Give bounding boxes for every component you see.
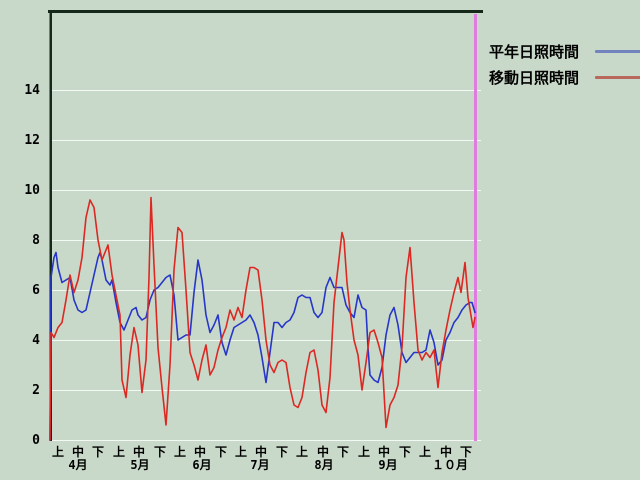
x-axis-period-label: 上	[295, 445, 308, 459]
x-axis-month-label: 8月	[314, 458, 334, 472]
x-axis-period-label: 上	[173, 445, 186, 459]
y-axis-label: 0	[32, 433, 40, 448]
y-axis-label: 2	[32, 383, 40, 398]
x-axis-period-label: 上	[234, 445, 247, 459]
x-axis-month-label: １０月	[431, 458, 468, 472]
legend-label-normal: 平年日照時間	[489, 42, 580, 61]
y-axis-label: 10	[24, 183, 40, 198]
y-axis-label: 4	[32, 333, 40, 348]
series-line-normal	[49, 251, 476, 441]
y-axis-label: 14	[24, 83, 40, 98]
legend-label-moving: 移動日照時間	[489, 68, 580, 87]
x-axis-month-label: 9月	[378, 458, 398, 472]
legend-item-moving: 移動日照時間	[489, 64, 640, 90]
x-axis-period-label: 中	[439, 445, 452, 459]
y-axis-label: 12	[24, 133, 40, 148]
x-axis-period-label: 下	[336, 445, 349, 459]
x-axis-period-label: 下	[214, 445, 227, 459]
x-axis-period-label: 上	[357, 445, 370, 459]
legend-line-red-icon	[595, 75, 640, 79]
x-axis-period-label: 中	[132, 445, 145, 459]
x-axis-period-label: 中	[193, 445, 206, 459]
x-axis-period-label: 中	[71, 445, 84, 459]
y-axis-label: 6	[32, 283, 40, 298]
x-axis-period-label: 下	[153, 445, 166, 459]
x-axis-month-label: 4月	[68, 458, 88, 472]
y-axis-label: 8	[32, 233, 40, 248]
x-axis-period-label: 下	[459, 445, 472, 459]
legend-item-normal: 平年日照時間	[489, 38, 640, 64]
legend-line-blue-icon	[595, 49, 640, 53]
x-axis-month-label: 5月	[130, 458, 150, 472]
x-axis-period-label: 上	[112, 445, 125, 459]
x-axis-month-label: 7月	[250, 458, 270, 472]
x-axis-period-label: 中	[377, 445, 390, 459]
x-axis-period-label: 上	[51, 445, 64, 459]
series-line-moving	[49, 196, 476, 441]
x-axis-period-label: 中	[316, 445, 329, 459]
x-axis-period-label: 上	[418, 445, 431, 459]
x-axis-period-label: 下	[91, 445, 104, 459]
x-axis-period-label: 中	[254, 445, 267, 459]
x-axis-month-label: 6月	[192, 458, 212, 472]
x-axis-period-label: 下	[398, 445, 411, 459]
legend: 平年日照時間 移動日照時間	[489, 38, 640, 90]
x-axis-period-label: 下	[275, 445, 288, 459]
